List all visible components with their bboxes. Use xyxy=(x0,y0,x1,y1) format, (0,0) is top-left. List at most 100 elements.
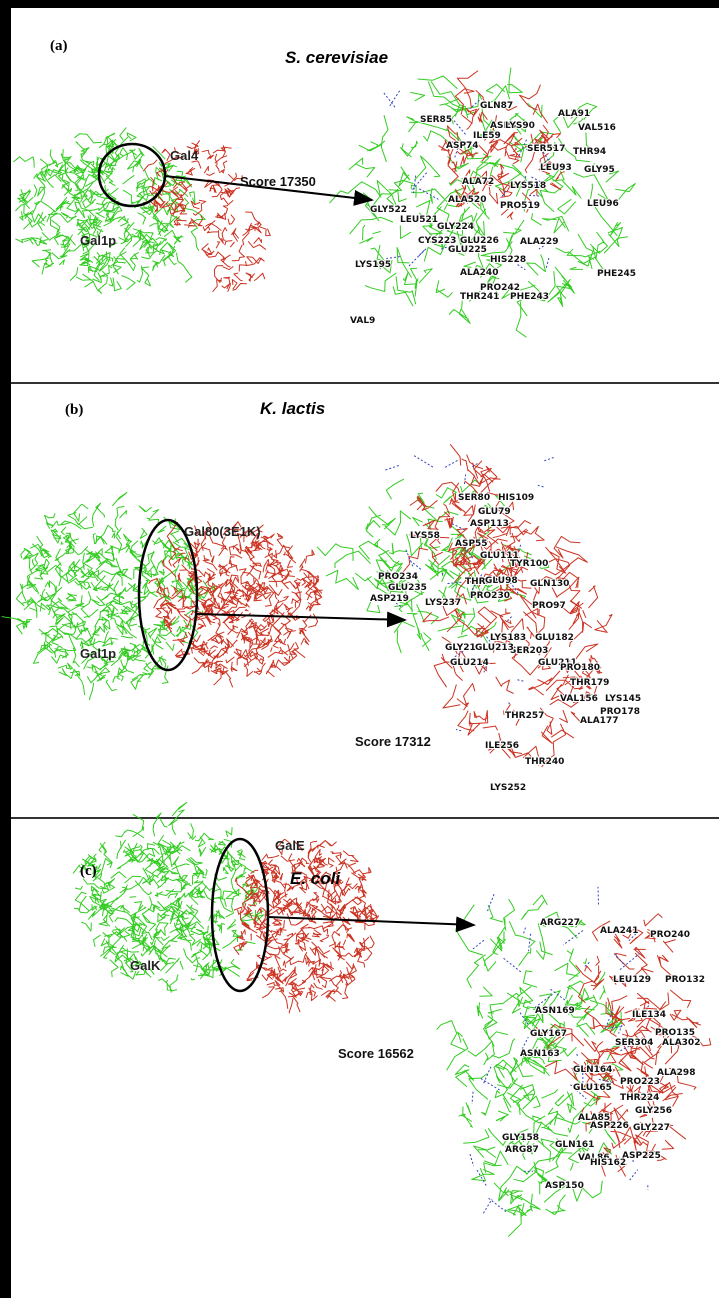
residue-label: GLN130 xyxy=(530,579,569,589)
top-border xyxy=(0,0,719,8)
residue-label: ALA91 xyxy=(558,109,590,119)
residue-label: GLU79 xyxy=(478,507,511,517)
protein-label: Gal4 xyxy=(170,148,199,163)
residue-label: PRO97 xyxy=(532,601,566,611)
residue-label: ILE134 xyxy=(632,1010,666,1020)
residue-label: GLY224 xyxy=(437,222,474,232)
residue-label: VAL516 xyxy=(578,123,616,133)
residue-label: ASN163 xyxy=(520,1049,560,1059)
residue-label: SER517 xyxy=(527,144,565,154)
residue-label: THR257 xyxy=(505,711,544,721)
residue-label: LYS252 xyxy=(490,783,526,793)
panel-divider xyxy=(11,817,719,819)
residue-label: PRO234 xyxy=(378,572,418,582)
residue-label: PRO135 xyxy=(655,1028,695,1038)
panel-divider xyxy=(11,382,719,384)
score: Score 17312 xyxy=(355,734,431,749)
residue-label: LYS90 xyxy=(505,121,535,131)
residue-label: THR224 xyxy=(620,1093,659,1103)
residue-label: GLN87 xyxy=(480,101,513,111)
residue-label: ASP55 xyxy=(455,539,488,549)
protein-label: Gal1p xyxy=(80,233,116,248)
residue-label: LYS195 xyxy=(355,260,391,270)
species-title: K. lactis xyxy=(260,399,325,418)
residue-label: LEU521 xyxy=(400,215,438,225)
residue-label: ALA72 xyxy=(462,177,494,187)
residue-label: PRO230 xyxy=(470,591,510,601)
residue-label: ALA241 xyxy=(600,926,638,936)
residue-label: ASP226 xyxy=(590,1121,629,1131)
residue-label: ASP225 xyxy=(622,1151,661,1161)
residue-label: ASP150 xyxy=(545,1181,584,1191)
residue-label: PRO180 xyxy=(560,663,600,673)
residue-label: LEU96 xyxy=(587,199,619,209)
left-border xyxy=(0,0,11,1298)
residue-label: TYR100 xyxy=(510,559,548,569)
residue-label: GLN161 xyxy=(555,1140,594,1150)
residue-label: HIS162 xyxy=(590,1158,626,1168)
residue-label: GLY227 xyxy=(633,1123,670,1133)
residue-label: GLN164 xyxy=(573,1065,612,1075)
residue-label: PRO240 xyxy=(650,930,690,940)
residue-label: ALA298 xyxy=(657,1068,695,1078)
residue-label: ALA302 xyxy=(662,1038,700,1048)
protein-label: GalE xyxy=(275,838,305,853)
residue-label: GLY158 xyxy=(502,1133,539,1143)
residue-label: GLY167 xyxy=(530,1029,567,1039)
residue-label: VAL9 xyxy=(350,316,375,326)
residue-label: ARG87 xyxy=(505,1145,539,1155)
residue-label: ASP113 xyxy=(470,519,509,529)
residue-label: PHE245 xyxy=(597,269,636,279)
residue-label: ALA520 xyxy=(448,195,486,205)
residue-label: PRO132 xyxy=(665,975,705,985)
residue-label: PRO223 xyxy=(620,1077,660,1087)
residue-label: LEU129 xyxy=(613,975,651,985)
residue-label: ASN169 xyxy=(535,1006,575,1016)
residue-label: SER80 xyxy=(458,493,490,503)
residue-label: GLY522 xyxy=(370,205,407,215)
residue-label: ALA177 xyxy=(580,716,618,726)
residue-label: LEU93 xyxy=(540,163,572,173)
residue-label: GLU182 xyxy=(535,633,574,643)
residue-label: THR240 xyxy=(525,757,564,767)
residue-label: LYS145 xyxy=(605,694,641,704)
page: {"panels": [ {"label": "(a)", "title": "… xyxy=(0,0,719,1298)
residue-label: GLU235 xyxy=(388,583,427,593)
panel-label: (b) xyxy=(65,402,83,418)
score: Score 16562 xyxy=(338,1046,414,1061)
residue-label: GLU225 xyxy=(448,245,487,255)
residue-label: ARG227 xyxy=(540,918,580,928)
residue-label: HIS228 xyxy=(490,255,526,265)
residue-label: GLY95 xyxy=(584,165,615,175)
residue-label: VAL156 xyxy=(560,694,598,704)
residue-label: ASP219 xyxy=(370,594,409,604)
residue-label: THR179 xyxy=(570,678,609,688)
residue-label: GLU213 xyxy=(475,643,514,653)
residue-label: GLY256 xyxy=(635,1106,672,1116)
residue-label: GLU98 xyxy=(485,576,518,586)
residue-label: SER85 xyxy=(420,115,452,125)
protein-label: GalK xyxy=(130,958,161,973)
residue-label: ILE59 xyxy=(473,131,501,141)
residue-label: SER304 xyxy=(615,1038,653,1048)
residue-label: ALA229 xyxy=(520,237,558,247)
residue-label: THR94 xyxy=(573,147,606,157)
residue-label: PHE243 xyxy=(510,292,549,302)
panel-label: (a) xyxy=(50,38,68,54)
residue-label: SER203 xyxy=(510,646,548,656)
residue-label: ILE256 xyxy=(485,741,519,751)
protein-label: Gal1p xyxy=(80,646,116,661)
residue-label: ASP74 xyxy=(446,141,479,151)
residue-label: PRO519 xyxy=(500,201,540,211)
residue-label: GLU165 xyxy=(573,1083,612,1093)
panel-label: (c) xyxy=(80,863,97,879)
species-title: S. cerevisiae xyxy=(285,48,388,67)
residue-label: GLU214 xyxy=(450,658,489,668)
residue-label: HIS109 xyxy=(498,493,534,503)
protein-label: Gal80(3E1K) xyxy=(184,524,261,539)
residue-label: LYS58 xyxy=(410,531,440,541)
figure: (a)S. cerevisiaeGal4Gal1pScore 17350SER8… xyxy=(0,0,719,1298)
residue-label: THR241 xyxy=(460,292,499,302)
species-title: E. coli xyxy=(290,869,341,888)
residue-label: LYS518 xyxy=(510,181,546,191)
